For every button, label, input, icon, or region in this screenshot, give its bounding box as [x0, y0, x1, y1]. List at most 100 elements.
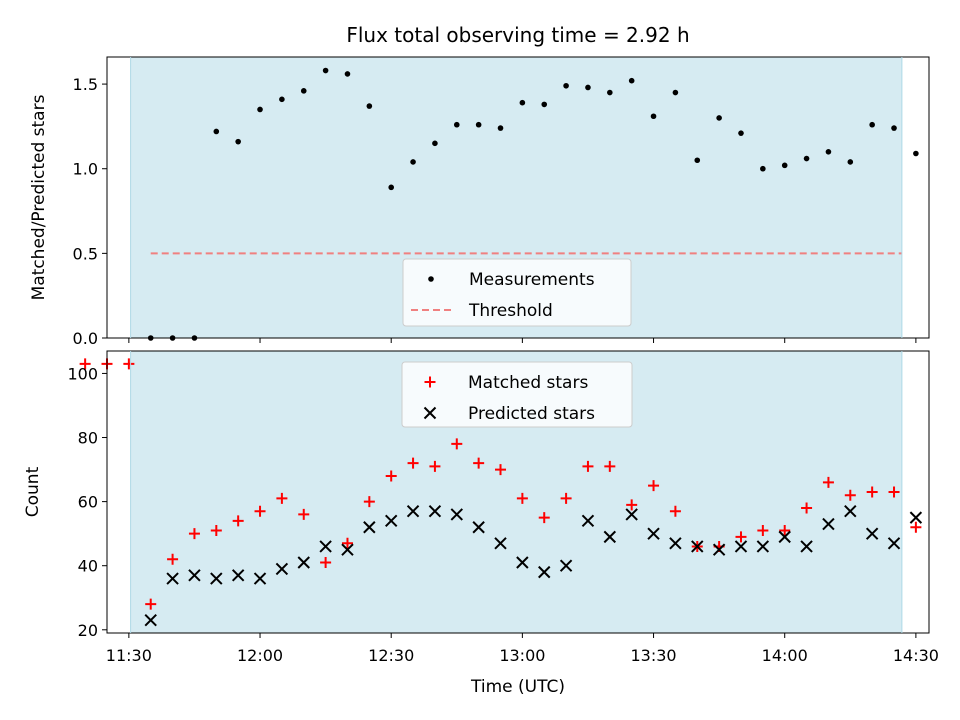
- matched-star-point: [210, 524, 222, 536]
- predicted-star-point: [406, 505, 420, 518]
- legend-marker-matched: [424, 376, 436, 388]
- matched-star-point: [298, 508, 310, 520]
- measurement-point: [519, 99, 526, 106]
- predicted-star-point: [756, 540, 770, 553]
- matched-star-point: [320, 557, 332, 568]
- matched-star-point: [516, 492, 528, 504]
- matched-star-point: [188, 528, 200, 540]
- top-ytick-label: 0.5: [73, 244, 98, 263]
- predicted-star-point: [166, 572, 179, 585]
- legend-marker-predicted: [423, 406, 437, 420]
- bottom-y-axis-label: Count: [23, 466, 43, 517]
- top-panel: 0.0 0.5 1.0 1.5 Flux total observing time =…: [29, 23, 930, 348]
- matched-star-point: [473, 457, 485, 469]
- predicted-star-point: [253, 572, 267, 585]
- xtick-label: 13:30: [630, 646, 676, 665]
- top-legend: Measurements Threshold: [402, 258, 632, 327]
- matched-star-point: [582, 460, 594, 472]
- matched-star-point: [145, 598, 157, 610]
- predicted-star-point: [712, 543, 726, 556]
- matched-star-point: [363, 496, 375, 508]
- top-ytick-label: 1.0: [73, 160, 98, 179]
- measurement-point: [607, 89, 613, 96]
- legend-box: [402, 258, 632, 327]
- matched-star-point: [167, 553, 179, 565]
- predicted-star-point: [472, 521, 485, 534]
- predicted-star-point: [887, 537, 901, 550]
- bottom-legend: Matched stars Predicted stars: [401, 361, 633, 428]
- predicted-star-point: [516, 556, 529, 569]
- predicted-star-point: [231, 569, 245, 582]
- measurement-point: [388, 184, 395, 191]
- predicted-star-point: [559, 559, 573, 572]
- matched-star-point: [888, 486, 900, 498]
- bottom-ytick-label: 80: [78, 429, 98, 448]
- measurement-point: [585, 84, 591, 91]
- matched-star-point: [866, 486, 878, 498]
- measurement-point: [453, 121, 460, 128]
- matched-star-point: [648, 480, 660, 492]
- predicted-star-point: [450, 508, 463, 521]
- measurement-point: [803, 155, 810, 162]
- predicted-star-point: [865, 527, 879, 540]
- measurement-point: [432, 140, 438, 147]
- measurement-point: [716, 115, 722, 121]
- measurement-point: [781, 162, 788, 169]
- measurement-point: [672, 89, 679, 96]
- measurement-point: [869, 121, 875, 128]
- measurement-point: [213, 128, 220, 135]
- matched-star-point: [538, 512, 550, 524]
- measurement-point: [279, 96, 285, 103]
- measurement-point: [541, 101, 548, 108]
- measurement-point: [650, 113, 657, 120]
- predicted-star-point: [800, 540, 813, 553]
- top-panel-axes: 0.0 0.5 1.0 1.5: [73, 75, 917, 348]
- xtick-label: 14:30: [893, 646, 939, 665]
- bottom-panel-frame: [106, 350, 930, 634]
- top-panel-frame: [106, 56, 930, 339]
- matched-star-point: [79, 358, 91, 370]
- predicted-star-point: [341, 543, 354, 556]
- predicted-star-point: [275, 562, 289, 576]
- predicted-star-point: [210, 572, 223, 585]
- measurement-point: [344, 71, 351, 77]
- bottom-ytick-label: 20: [78, 621, 98, 640]
- matched-star-point: [735, 531, 747, 543]
- xtick-label: 14:00: [762, 646, 808, 665]
- predicted-star-point: [669, 537, 682, 550]
- predicted-star-point: [734, 540, 748, 553]
- matched-star-point: [495, 464, 507, 476]
- predicted-star-point: [297, 556, 310, 569]
- matched-star-point: [669, 505, 681, 517]
- matched-star-point: [801, 502, 813, 514]
- matched-star-point: [276, 492, 288, 504]
- xtick-label: 13:00: [499, 646, 545, 665]
- top-y-axis-label: Matched/Predicted stars: [29, 94, 49, 300]
- bottom-panel: 20 40 60 80 100 11:30 12:00 12:30 13:00 13:30 14:0…: [23, 350, 939, 697]
- predicted-star-point: [822, 517, 835, 531]
- matched-star-point: [429, 460, 441, 472]
- measurement-point: [760, 165, 766, 172]
- predicted-star-point: [384, 514, 398, 528]
- predicted-star-point: [494, 537, 507, 550]
- matched-star-point: [341, 537, 353, 549]
- measurement-point: [475, 121, 482, 128]
- predicted-star-point: [844, 505, 857, 518]
- measurement-point: [366, 103, 373, 109]
- measurement-point: [738, 130, 744, 136]
- top-panel-marks: [147, 67, 919, 341]
- legend-label-measurements: Measurements: [469, 270, 595, 290]
- xtick-label: 12:30: [368, 646, 414, 665]
- matched-star-point: [626, 499, 638, 511]
- predicted-star-point: [188, 569, 201, 582]
- measurement-point: [235, 138, 241, 145]
- xtick-label: 12:00: [237, 646, 283, 665]
- bottom-panel-marks: [79, 358, 923, 627]
- measurement-point: [497, 125, 504, 131]
- predicted-star-point: [603, 530, 617, 544]
- measurement-point: [300, 88, 307, 94]
- matched-star-point: [822, 476, 834, 488]
- legend-marker-measurements: [428, 276, 434, 282]
- chart-title: Flux total observing time = 2.92 h: [346, 23, 689, 47]
